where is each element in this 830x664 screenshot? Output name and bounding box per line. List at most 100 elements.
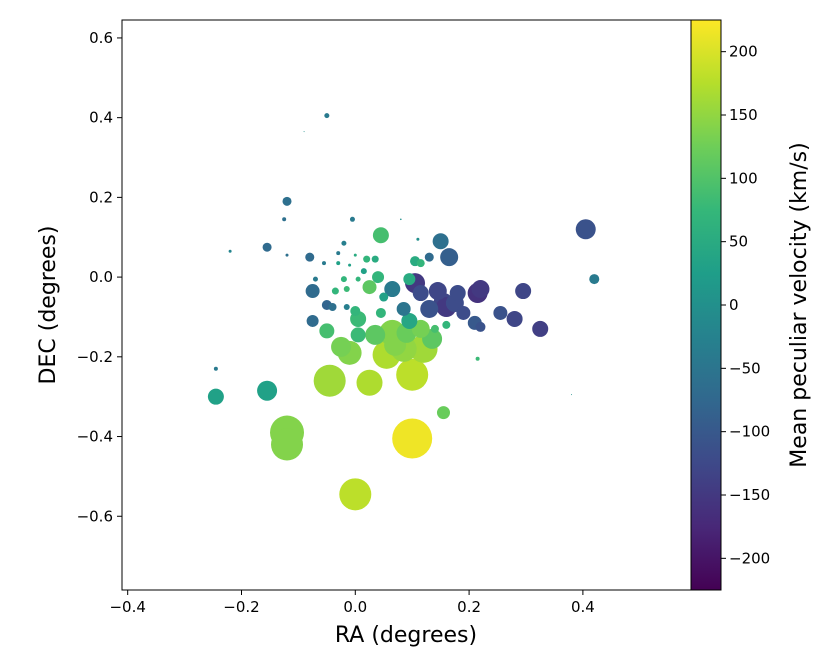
data-point: [436, 406, 450, 420]
data-point: [424, 252, 434, 262]
data-point: [360, 268, 367, 275]
data-point: [228, 249, 232, 253]
data-point: [471, 280, 490, 299]
data-point: [416, 259, 425, 268]
data-point: [282, 217, 287, 222]
data-point: [262, 242, 272, 252]
data-point: [440, 248, 459, 267]
data-point: [313, 364, 346, 397]
data-point: [365, 324, 386, 345]
data-point: [324, 113, 330, 119]
data-point: [305, 284, 320, 299]
colorbar-tick-label: 0: [729, 296, 739, 314]
data-point: [340, 276, 347, 283]
data-point: [336, 261, 341, 266]
colorbar-tick-label: 150: [729, 106, 758, 124]
data-point: [532, 320, 549, 337]
data-point: [303, 131, 305, 133]
data-point: [456, 305, 471, 320]
data-point: [371, 255, 379, 263]
x-tick-label: 0.4: [571, 598, 595, 616]
data-point: [339, 478, 372, 511]
data-point: [331, 336, 352, 357]
data-point: [305, 252, 315, 262]
x-tick-label: 0.2: [457, 598, 481, 616]
points-layer: [207, 113, 600, 511]
data-point: [375, 307, 386, 318]
data-point: [420, 299, 439, 318]
colorbar: [690, 19, 722, 591]
data-point: [363, 255, 371, 263]
y-tick-label: 0.0: [89, 268, 113, 286]
data-point: [372, 271, 385, 284]
data-point: [353, 253, 357, 257]
data-point: [432, 233, 449, 250]
y-tick-label: 0.6: [89, 29, 113, 47]
data-point: [571, 394, 573, 396]
data-point: [355, 276, 361, 282]
data-point: [392, 418, 433, 459]
data-point: [285, 253, 289, 257]
data-point: [257, 380, 278, 401]
data-point: [328, 302, 337, 311]
data-point: [493, 305, 508, 320]
x-tick-label: −0.2: [223, 598, 259, 616]
data-point: [515, 283, 532, 300]
data-point: [506, 310, 523, 327]
data-point: [412, 285, 429, 302]
x-axis: −0.4 −0.2 0.0 0.2 0.4: [109, 590, 595, 616]
y-tick-label: −0.2: [77, 348, 113, 366]
data-point: [449, 285, 466, 302]
data-point: [372, 227, 389, 244]
data-point: [336, 251, 341, 256]
data-point: [589, 274, 600, 285]
y-tick-label: −0.4: [77, 428, 113, 446]
data-point: [341, 240, 347, 246]
data-point: [356, 369, 383, 396]
colorbar-tick-label: 50: [729, 233, 748, 251]
data-point: [319, 323, 335, 339]
data-point: [362, 280, 377, 295]
colorbar-label: Mean peculiar velocity (km/s): [787, 142, 812, 467]
data-point: [428, 282, 447, 301]
data-point: [442, 320, 451, 329]
colorbar-tick-label: 100: [729, 169, 758, 187]
colorbar-axis: 200 150 100 50 0 −50 −100 −150 −200: [721, 43, 770, 567]
x-tick-label: 0.0: [343, 598, 367, 616]
data-point: [475, 321, 486, 332]
data-point: [331, 287, 339, 295]
data-point: [213, 366, 218, 371]
data-point: [282, 196, 292, 206]
y-axis: 0.6 0.4 0.2 0.0 −0.2 −0.4 −0.6: [77, 29, 122, 525]
data-point: [475, 356, 480, 361]
x-tick-label: −0.4: [109, 598, 145, 616]
colorbar-tick-label: −100: [729, 423, 770, 441]
x-axis-label: RA (degrees): [335, 623, 477, 648]
colorbar-tick-label: −50: [729, 359, 761, 377]
y-axis-label: DEC (degrees): [36, 226, 61, 385]
data-point: [350, 327, 366, 343]
colorbar-tick-label: 200: [729, 43, 758, 61]
data-point: [384, 281, 401, 298]
colorbar-tick-label: −200: [729, 549, 770, 567]
data-point: [396, 301, 411, 316]
y-tick-label: 0.2: [89, 188, 113, 206]
data-point: [306, 314, 319, 327]
y-tick-label: −0.6: [77, 507, 113, 525]
data-point: [343, 303, 350, 310]
data-point: [575, 219, 596, 240]
data-point: [403, 273, 416, 286]
data-point: [416, 237, 420, 241]
data-point: [401, 312, 418, 329]
y-tick-label: 0.4: [89, 109, 113, 127]
data-point: [430, 324, 439, 333]
data-point: [349, 216, 355, 222]
data-point: [396, 358, 429, 391]
data-point: [350, 305, 361, 316]
data-point: [271, 428, 304, 461]
data-point: [207, 388, 224, 405]
data-point: [321, 261, 326, 266]
data-point: [400, 218, 402, 221]
colorbar-tick-label: −150: [729, 486, 770, 504]
